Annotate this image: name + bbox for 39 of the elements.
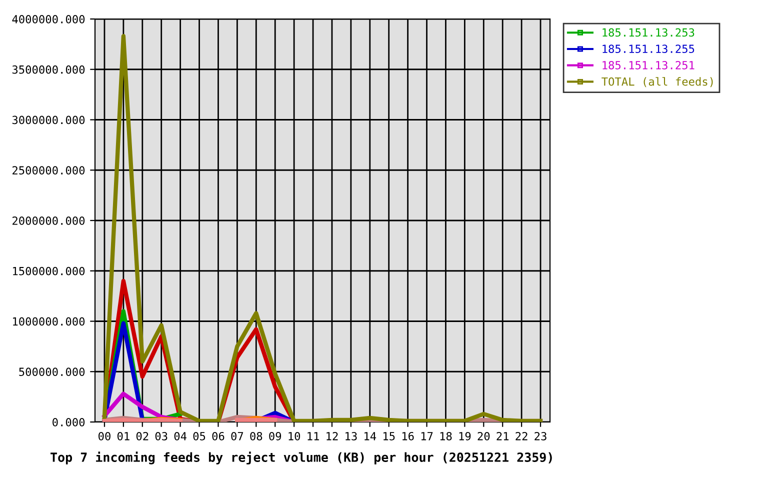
x-tick-label: 10 — [288, 432, 300, 440]
x-tick-label: 00 — [98, 432, 110, 440]
x-tick-label: 13 — [346, 432, 357, 440]
x-tick-label: 12 — [326, 432, 338, 440]
x-tick-label: 11 — [308, 432, 319, 440]
x-tick-label: 07 — [231, 432, 244, 440]
y-tick-label: 1000000.000 — [13, 317, 85, 326]
x-tick-label: 19 — [459, 432, 471, 440]
x-tick-label: 18 — [440, 432, 452, 440]
x-tick-label: 17 — [421, 432, 433, 440]
legend-label: TOTAL (all feeds) — [602, 77, 713, 88]
x-tick-label: 08 — [250, 432, 262, 440]
x-tick-label: 16 — [402, 432, 414, 440]
x-tick-label: 21 — [496, 432, 509, 440]
x-tick-label: 15 — [384, 432, 395, 440]
y-tick-label: 2500000.000 — [12, 166, 85, 175]
x-tick-label: 20 — [478, 432, 490, 440]
x-tick-label: 01 — [117, 432, 130, 440]
y-tick-label: 3000000.000 — [12, 116, 85, 124]
y-tick-label: 2000000.000 — [12, 216, 85, 225]
x-tick-label: 02 — [136, 432, 148, 440]
y-tick-label: 1500000.000 — [13, 266, 85, 276]
y-tick-label: 0.000 — [52, 418, 85, 426]
line-series — [102, 34, 543, 422]
legend-label: 185.151.13.253 — [602, 28, 694, 37]
x-tick-label: 14 — [364, 432, 376, 440]
x-tick-label: 09 — [269, 432, 282, 440]
text: Top 7 incoming feeds by reject volume (KB) per hour (20251221 2359) — [50, 452, 552, 464]
x-tick-label: 03 — [155, 432, 168, 440]
x-tick-label: 04 — [174, 432, 186, 440]
y-tick-label: 500000.000 — [19, 368, 85, 376]
legend-label: 185.151.13.255 — [602, 44, 694, 54]
x-tick-label: 05 — [193, 432, 206, 440]
x-tick-label: 06 — [212, 432, 224, 440]
y-tick-label: 4000000.000 — [12, 15, 85, 24]
y-tick-label: 3500000.000 — [12, 65, 85, 74]
x-tick-label: 22 — [516, 432, 528, 440]
x-tick-label: 23 — [534, 432, 546, 440]
legend-label: 185.151.13.251 — [602, 60, 694, 70]
